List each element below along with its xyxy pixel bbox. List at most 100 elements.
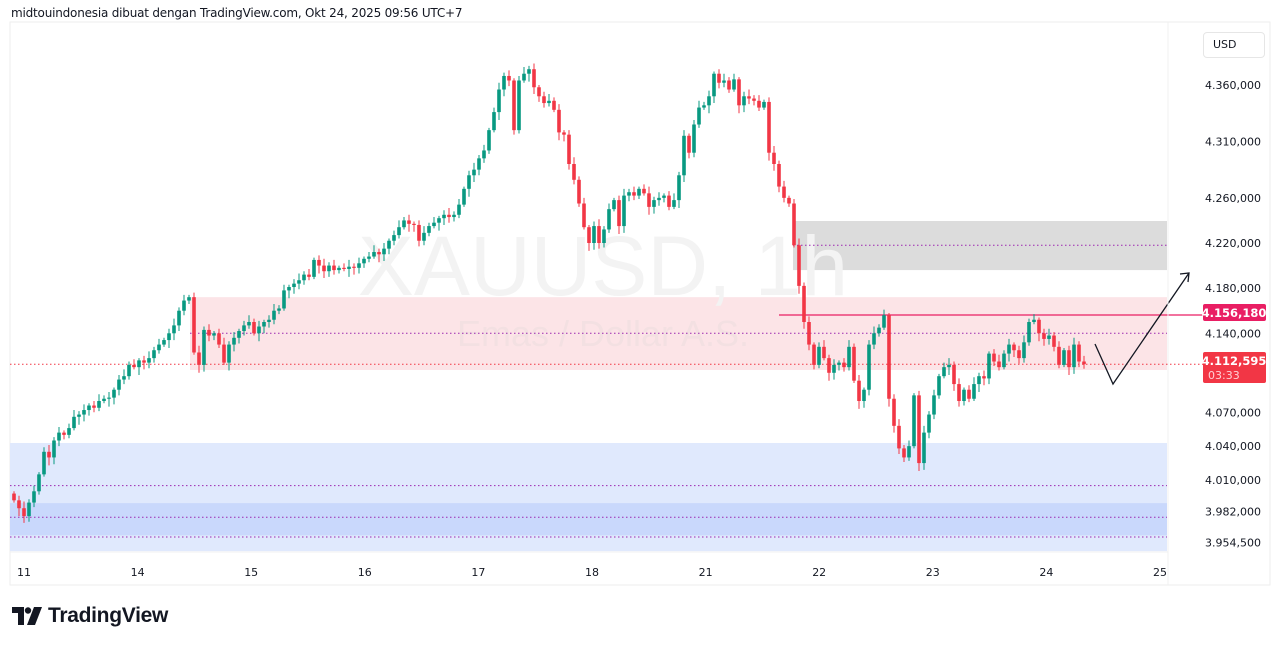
candle bbox=[202, 326, 206, 372]
candle-body bbox=[227, 344, 231, 363]
candle-body bbox=[687, 135, 691, 153]
candle-body bbox=[682, 135, 686, 176]
candle-body bbox=[527, 69, 531, 74]
candle bbox=[337, 265, 341, 274]
price-tick-label: 4.260,000 bbox=[1205, 192, 1261, 205]
candle-body bbox=[807, 322, 811, 345]
candle-body bbox=[927, 414, 931, 433]
projection-arrow[interactable] bbox=[1094, 272, 1190, 386]
candle-body bbox=[177, 310, 181, 326]
candle-body bbox=[1017, 350, 1021, 359]
candle bbox=[812, 342, 816, 370]
candle-body bbox=[862, 389, 866, 402]
candle-body bbox=[557, 109, 561, 133]
candle-body bbox=[732, 79, 736, 90]
candle-body bbox=[497, 89, 501, 113]
candle bbox=[997, 354, 1001, 371]
candle bbox=[307, 268, 311, 281]
candle bbox=[867, 340, 871, 396]
candle bbox=[177, 307, 181, 332]
candle bbox=[852, 343, 856, 383]
candle bbox=[872, 326, 876, 350]
candle-body bbox=[702, 105, 706, 108]
candle bbox=[767, 97, 771, 161]
candle bbox=[837, 360, 841, 371]
candle bbox=[317, 255, 321, 274]
candle-body bbox=[257, 326, 261, 334]
time-tick-label: 24 bbox=[1039, 566, 1053, 579]
level-badge-value: 4.156,180 bbox=[1202, 306, 1267, 320]
candle bbox=[467, 170, 471, 197]
candle bbox=[397, 220, 401, 239]
candle bbox=[542, 91, 546, 108]
candle bbox=[762, 99, 766, 110]
candlestick-chart[interactable]: XAUUSD, 1h Emas / Dollar A.S. 4.360,0004… bbox=[0, 0, 1281, 600]
candle bbox=[107, 391, 111, 407]
candle bbox=[217, 328, 221, 348]
candle bbox=[32, 485, 36, 508]
candle bbox=[572, 157, 576, 185]
candle-body bbox=[712, 73, 716, 97]
candle-body bbox=[622, 195, 626, 227]
candle-body bbox=[697, 107, 701, 125]
candle-body bbox=[287, 287, 291, 291]
candle-body bbox=[167, 333, 171, 341]
candle bbox=[87, 403, 91, 416]
candle-body bbox=[627, 192, 631, 196]
candle-body bbox=[852, 346, 856, 381]
time-axis[interactable]: 11 14 15 16 17 18 21 22 23 24 25 bbox=[17, 566, 1167, 579]
candle bbox=[212, 331, 216, 341]
candle-body bbox=[157, 344, 161, 351]
candle bbox=[1027, 318, 1031, 346]
candle bbox=[287, 284, 291, 299]
candle bbox=[367, 252, 371, 263]
level-badge bbox=[1203, 304, 1266, 321]
currency-button[interactable]: USD bbox=[1203, 32, 1265, 58]
candle-body bbox=[632, 192, 636, 196]
candle bbox=[547, 94, 551, 107]
candle-body bbox=[1062, 350, 1066, 365]
candle-body bbox=[897, 425, 901, 449]
candle bbox=[22, 501, 26, 523]
levels-layer bbox=[10, 244, 1203, 538]
candle bbox=[1012, 342, 1016, 357]
candle bbox=[642, 184, 646, 196]
candle bbox=[892, 394, 896, 433]
time-tick-label: 25 bbox=[1153, 566, 1167, 579]
candle-body bbox=[797, 245, 801, 286]
candle-body bbox=[472, 169, 476, 176]
candle bbox=[407, 214, 411, 232]
candle-body bbox=[752, 98, 756, 101]
candle bbox=[1022, 335, 1026, 363]
candle bbox=[582, 197, 586, 230]
candle-body bbox=[987, 353, 991, 379]
candle bbox=[737, 77, 741, 114]
candle-body bbox=[882, 315, 886, 328]
price-axis[interactable]: 4.360,000 4.310,000 4.260,000 4.220,000 4.18… bbox=[1205, 79, 1261, 550]
candle-body bbox=[1027, 322, 1031, 343]
demand-inner-zone[interactable] bbox=[10, 503, 1167, 536]
time-tick-label: 16 bbox=[358, 566, 372, 579]
candle-body bbox=[82, 410, 86, 415]
price-tick-label: 4.010,000 bbox=[1205, 474, 1261, 487]
candle bbox=[517, 75, 521, 134]
tradingview-logo[interactable]: TradingView bbox=[12, 604, 168, 628]
candle-body bbox=[922, 432, 926, 464]
supply-zone[interactable] bbox=[793, 220, 1167, 271]
candle bbox=[187, 294, 191, 304]
candle-body bbox=[802, 285, 806, 323]
candle bbox=[152, 346, 156, 363]
candle-body bbox=[857, 380, 861, 402]
candle bbox=[292, 279, 296, 294]
candle bbox=[807, 316, 811, 351]
price-tick-label: 4.310,000 bbox=[1205, 135, 1261, 148]
candle-body bbox=[117, 379, 121, 390]
candle bbox=[1062, 347, 1066, 368]
candle bbox=[787, 195, 791, 207]
candle-body bbox=[107, 397, 111, 399]
candle-body bbox=[567, 134, 571, 165]
candle-body bbox=[162, 340, 166, 345]
candle-body bbox=[727, 80, 731, 90]
candle bbox=[437, 215, 441, 231]
candle bbox=[792, 198, 796, 248]
